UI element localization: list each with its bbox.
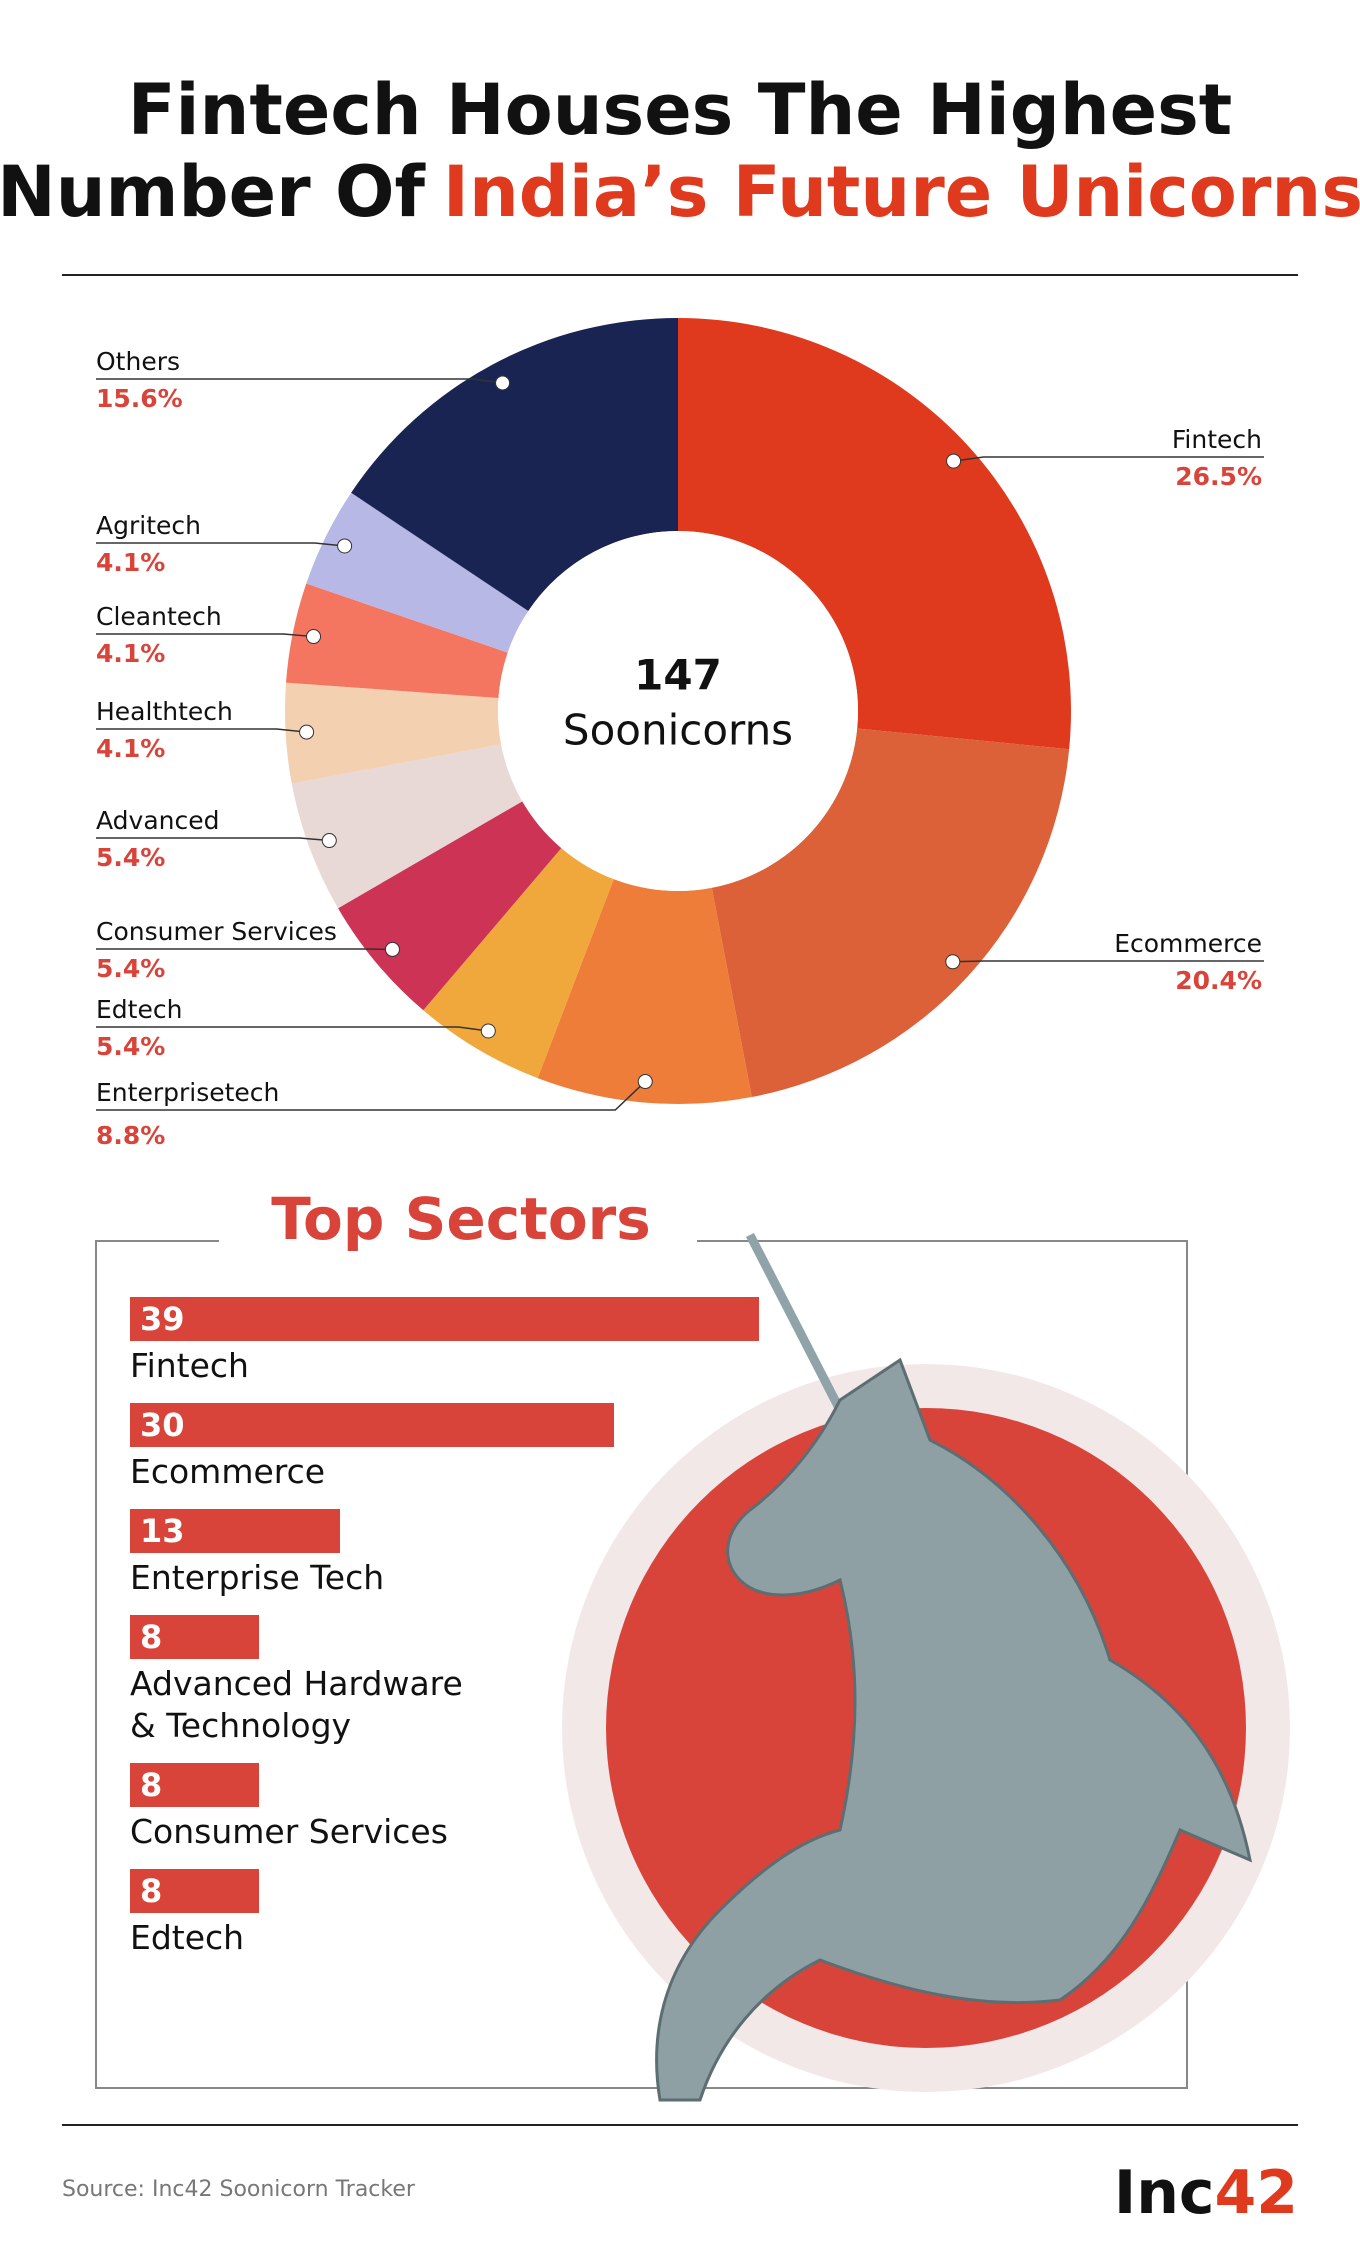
slice-label: Ecommerce bbox=[1114, 929, 1262, 958]
slice bbox=[537, 879, 752, 1104]
slice-value: 5.4% bbox=[96, 954, 165, 983]
slice-label: Advanced bbox=[96, 806, 220, 835]
leader-dot bbox=[945, 954, 961, 970]
leader-dot bbox=[321, 833, 337, 849]
slice-label: Agritech bbox=[96, 511, 201, 540]
slice bbox=[286, 583, 508, 698]
leader-line bbox=[952, 960, 1264, 963]
slice bbox=[678, 318, 1071, 750]
title-line-1: Fintech Houses The Highest bbox=[128, 69, 1233, 151]
slice bbox=[291, 744, 523, 909]
leader-line bbox=[96, 728, 307, 733]
bar-label: Edtech bbox=[130, 1918, 245, 1957]
sector-box bbox=[95, 1240, 1188, 2089]
slice-label: Fintech bbox=[1172, 425, 1262, 454]
slice-value: 5.4% bbox=[96, 843, 165, 872]
center-label: Soonicorns bbox=[563, 706, 793, 755]
title-highlight: India’s Future Unicorns bbox=[443, 151, 1360, 233]
leader-line bbox=[96, 378, 503, 384]
bar: 8 bbox=[130, 1615, 260, 1659]
bar: 30 bbox=[130, 1403, 614, 1447]
leader-dot bbox=[946, 453, 962, 469]
bar-row: 39 Fintech bbox=[130, 1297, 759, 1387]
bar: 8 bbox=[130, 1869, 260, 1913]
slice-value: 4.1% bbox=[96, 639, 165, 668]
leader-dot bbox=[337, 538, 353, 554]
slice-label: Consumer Services bbox=[96, 917, 337, 946]
slice bbox=[711, 728, 1070, 1098]
slice-value: 20.4% bbox=[1175, 966, 1262, 995]
bar-row: 30 Ecommerce bbox=[130, 1403, 759, 1493]
bar-row: 13 Enterprise Tech bbox=[130, 1509, 759, 1599]
slice-value: 4.1% bbox=[96, 548, 165, 577]
center-number: 147 bbox=[634, 651, 722, 700]
leader-dot bbox=[495, 375, 511, 391]
leader-line bbox=[96, 1026, 489, 1032]
leader-line bbox=[96, 1081, 646, 1111]
leader-dot bbox=[384, 941, 400, 957]
slice-label: Edtech bbox=[96, 995, 182, 1024]
slice-value: 8.8% bbox=[96, 1121, 165, 1150]
slice-label: Cleantech bbox=[96, 602, 222, 631]
slice-label: Healthtech bbox=[96, 697, 233, 726]
bar-label: Consumer Services bbox=[130, 1812, 448, 1851]
title-part: Number Of bbox=[0, 151, 426, 233]
leader-dot bbox=[299, 724, 315, 740]
bar-label: Advanced Hardware & Technology bbox=[130, 1664, 463, 1745]
bar-row: 8 Consumer Services bbox=[130, 1763, 759, 1853]
logo-number: 42 bbox=[1215, 2158, 1299, 2228]
leader-line bbox=[953, 456, 1264, 462]
slice-label: Enterprisetech bbox=[96, 1078, 279, 1107]
leader-line bbox=[96, 837, 330, 842]
leader-dot bbox=[480, 1023, 496, 1039]
labels: Fintech 26.5% Ecommerce 20.4% Enterprisetech… bbox=[96, 347, 1264, 1150]
bar: 39 bbox=[130, 1297, 759, 1341]
bar-row: 8 Advanced Hardware & Technology bbox=[130, 1615, 759, 1747]
horn bbox=[745, 1232, 845, 1413]
unicorn bbox=[655, 1357, 1253, 2102]
bar-row: 8 Edtech bbox=[130, 1869, 759, 1959]
slice-label: Others bbox=[96, 347, 180, 376]
slice-value: 15.6% bbox=[96, 384, 183, 413]
slice-value: 4.1% bbox=[96, 734, 165, 763]
title-line-2: Number Of India’s Future Unicorns bbox=[0, 151, 1360, 233]
bar-title: Top Sectors bbox=[271, 1185, 651, 1253]
donut-hole bbox=[498, 531, 858, 891]
bar-label: Enterprise Tech bbox=[130, 1558, 385, 1597]
leader-line bbox=[96, 542, 345, 547]
slice bbox=[306, 492, 529, 653]
slice bbox=[338, 801, 562, 1011]
logo-text: Inc bbox=[1114, 2158, 1215, 2228]
donut bbox=[285, 318, 1071, 1104]
slice bbox=[423, 848, 614, 1079]
leader-dot bbox=[306, 629, 322, 645]
slice-value: 26.5% bbox=[1175, 462, 1262, 491]
bar: 8 bbox=[130, 1763, 260, 1807]
bar-label: Fintech bbox=[130, 1346, 249, 1385]
slice bbox=[285, 682, 502, 784]
bar: 13 bbox=[130, 1509, 340, 1553]
leader-dot bbox=[637, 1074, 653, 1090]
logo: Inc42 bbox=[1114, 2158, 1298, 2228]
bar-list: 39 Fintech 30 Ecommerce 13 Enterprise Tech 8 Ad… bbox=[130, 1297, 759, 1959]
slice-value: 5.4% bbox=[96, 1032, 165, 1061]
slice bbox=[351, 318, 678, 612]
leader-line bbox=[96, 633, 314, 638]
bar-label: Ecommerce bbox=[130, 1452, 326, 1491]
source: Source: Inc42 Soonicorn Tracker bbox=[62, 2177, 416, 2202]
